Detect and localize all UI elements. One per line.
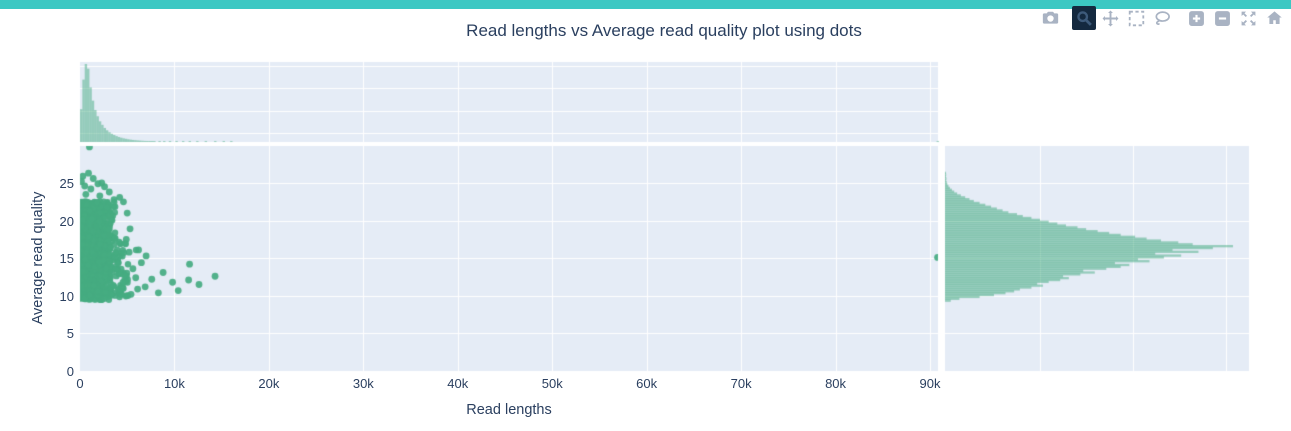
y-tick-label: 20: [59, 213, 74, 229]
x-tick-label: 0: [76, 376, 84, 391]
pan-icon: [1102, 10, 1118, 26]
x-tick-label: 60k: [636, 376, 658, 391]
lasso-select-icon: [1154, 10, 1170, 25]
x-tick-label: 10k: [163, 376, 185, 391]
x-axis-title: Read lengths: [466, 402, 552, 418]
x-tick-label: 50k: [541, 376, 563, 391]
reset-axes-home-button[interactable]: [1262, 6, 1286, 30]
x-tick-label: 90k: [919, 376, 941, 391]
x-tick-label: 40k: [447, 376, 469, 391]
modebar-group-zoomscale: [1184, 6, 1286, 30]
modebar-group-snapshot: [1038, 6, 1062, 30]
x-tick-label: 80k: [825, 376, 847, 391]
zoom-in-icon: [1188, 10, 1204, 26]
zoom-icon: [1076, 10, 1092, 26]
zoom-out-button[interactable]: [1210, 6, 1234, 30]
box-select-button[interactable]: [1124, 6, 1148, 30]
autoscale-icon: [1241, 11, 1255, 25]
y-tick-label: 0: [66, 364, 74, 379]
y-tick-label: 10: [59, 288, 74, 304]
reset-axes-home-icon: [1266, 10, 1282, 24]
plotly-modebar: [1030, 6, 1286, 30]
lasso-select-button[interactable]: [1150, 6, 1174, 30]
y-tick-label: 5: [66, 326, 74, 342]
x-tick-label: 20k: [258, 376, 280, 391]
camera-download-button[interactable]: [1038, 6, 1062, 30]
y-tick-label: 25: [59, 176, 74, 191]
zoom-out-icon: [1214, 10, 1230, 26]
x-tick-label: 30k: [352, 376, 374, 391]
x-tick-label: 70k: [730, 376, 752, 391]
autoscale-button[interactable]: [1236, 6, 1260, 30]
camera-download-icon: [1042, 11, 1058, 24]
zoom-in-button[interactable]: [1184, 6, 1208, 30]
box-select-icon: [1128, 10, 1144, 26]
pan-button[interactable]: [1098, 6, 1122, 30]
modebar-group-dragmode: [1072, 6, 1174, 30]
y-tick-label: 15: [59, 251, 74, 267]
zoom-button[interactable]: [1072, 6, 1096, 30]
chart-title: Read lengths vs Average read quality plo…: [466, 21, 862, 40]
